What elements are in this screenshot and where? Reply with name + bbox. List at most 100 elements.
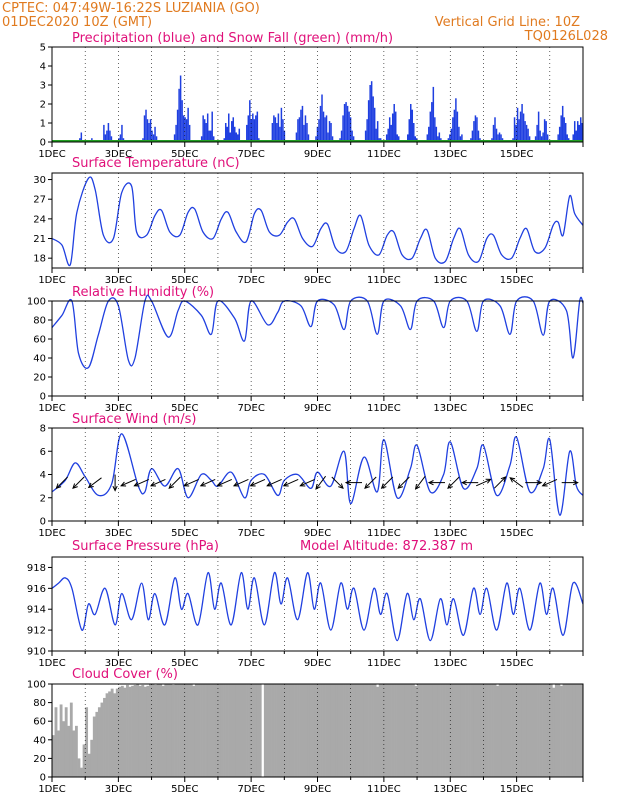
cloud-bar — [80, 767, 83, 777]
cloud-bar — [524, 684, 528, 777]
cloud-bar — [304, 684, 308, 777]
wind-panel: 0 2 4 6 8 1DEC 3DEC 5DEC 7DEC 9DEC 11DEC 13DEC 15DEC — [38, 424, 584, 539]
cloud-bar — [355, 684, 359, 777]
y-tick-label: 18 — [33, 254, 46, 265]
cloud-bar — [189, 684, 193, 777]
y-tick-label: 916 — [27, 584, 46, 595]
cloud-bar — [463, 684, 466, 777]
precip-bar — [558, 126, 561, 142]
cloud-bar — [383, 684, 387, 777]
precip-bar — [327, 132, 329, 142]
cloud-bar — [511, 684, 515, 777]
precip-bar — [187, 107, 189, 142]
wind-arrow — [331, 476, 344, 489]
cloud-bar — [100, 702, 104, 777]
cloud-bar — [128, 686, 132, 777]
y-tick-label: 100 — [27, 297, 46, 308]
precip-bar — [179, 75, 182, 142]
cloud-bar — [90, 739, 94, 777]
precip-bar — [145, 109, 147, 142]
cloud-bar — [205, 684, 209, 777]
cloud-bar — [414, 685, 418, 777]
cloud-bar — [120, 685, 124, 777]
cloud-bar — [503, 684, 507, 777]
precip-bar — [212, 136, 215, 142]
x-tick-label: 13DEC — [433, 275, 467, 286]
x-tick-label: 5DEC — [171, 403, 198, 414]
x-tick-label: 9DEC — [304, 658, 331, 669]
precip-bar — [188, 124, 191, 142]
cloud-bar — [123, 687, 127, 777]
cloud-bar — [378, 684, 382, 777]
precip-bar — [561, 105, 564, 142]
cloud-bar — [348, 684, 351, 777]
cloud-bar — [141, 684, 145, 777]
header-grid-note: Vertical Grid Line: 10Z — [435, 15, 580, 30]
cloud-bar — [409, 684, 413, 777]
cloud-bar — [207, 684, 211, 777]
wind-arrow-head — [541, 481, 548, 487]
x-tick-label: 1DEC — [38, 658, 65, 669]
wind-arrow-head — [249, 481, 256, 487]
precip-bar — [343, 104, 346, 142]
precip-bar — [303, 124, 305, 142]
precip-bar — [388, 117, 391, 142]
cloud-bar — [373, 684, 377, 777]
wind-arrow — [364, 476, 377, 489]
wind-arrow — [397, 476, 410, 489]
x-tick-label: 1DEC — [38, 149, 65, 160]
y-tick-label: 30 — [33, 175, 46, 186]
precip-bar — [181, 100, 183, 142]
precip-bar — [80, 132, 83, 142]
cloud-bar — [322, 684, 326, 777]
precip-bar — [321, 94, 323, 142]
precip-bar — [349, 117, 352, 142]
cloud-bar — [177, 684, 180, 777]
cloud-bar — [506, 684, 510, 777]
cloud-bar — [572, 684, 576, 777]
precip-bar — [575, 130, 577, 142]
precip-bar — [518, 119, 520, 142]
x-tick-label: 11DEC — [367, 784, 401, 795]
cloud-bar — [115, 688, 119, 777]
cloud-bar — [108, 691, 112, 777]
cloud-bar — [534, 684, 538, 777]
cloud-bar — [368, 684, 372, 777]
x-tick-label: 9DEC — [304, 149, 331, 160]
precip-bar — [557, 134, 559, 142]
precip-bar — [407, 134, 409, 142]
x-tick-label: 13DEC — [433, 403, 467, 414]
precip-bar — [521, 104, 523, 142]
precip-bar — [411, 109, 414, 142]
precip-bar — [536, 124, 538, 142]
precip-bar — [428, 126, 430, 142]
wind-arrow-head — [397, 483, 404, 490]
precip-bar — [224, 123, 227, 142]
precip-bar — [106, 130, 108, 142]
cloud-bar — [52, 735, 55, 777]
x-tick-label: 1DEC — [38, 403, 65, 414]
cloud-bar — [468, 684, 471, 777]
precip-bar — [477, 130, 480, 142]
precip-bar — [500, 134, 502, 142]
cloud-bar — [544, 684, 548, 777]
precip-bar — [232, 117, 235, 142]
precip-bar — [149, 119, 152, 142]
cloud-bar — [554, 684, 558, 777]
precip-bar — [175, 124, 177, 142]
cloud-bar — [217, 684, 221, 777]
cloud-bar — [187, 684, 191, 777]
cloud-bar — [179, 684, 183, 777]
wind-arrow-head — [55, 483, 62, 490]
wind-arrow — [183, 478, 199, 487]
cloud-bar — [437, 684, 441, 777]
x-tick-label: 7DEC — [237, 784, 264, 795]
precip-bar — [324, 117, 326, 142]
precip-bar — [473, 121, 475, 142]
cloud-bar — [432, 684, 436, 777]
cloud-bar — [87, 753, 91, 777]
precip-bar — [203, 119, 206, 142]
cloud-bar — [146, 685, 150, 777]
cloud-bar — [457, 684, 461, 777]
cloud-bar — [340, 684, 344, 777]
